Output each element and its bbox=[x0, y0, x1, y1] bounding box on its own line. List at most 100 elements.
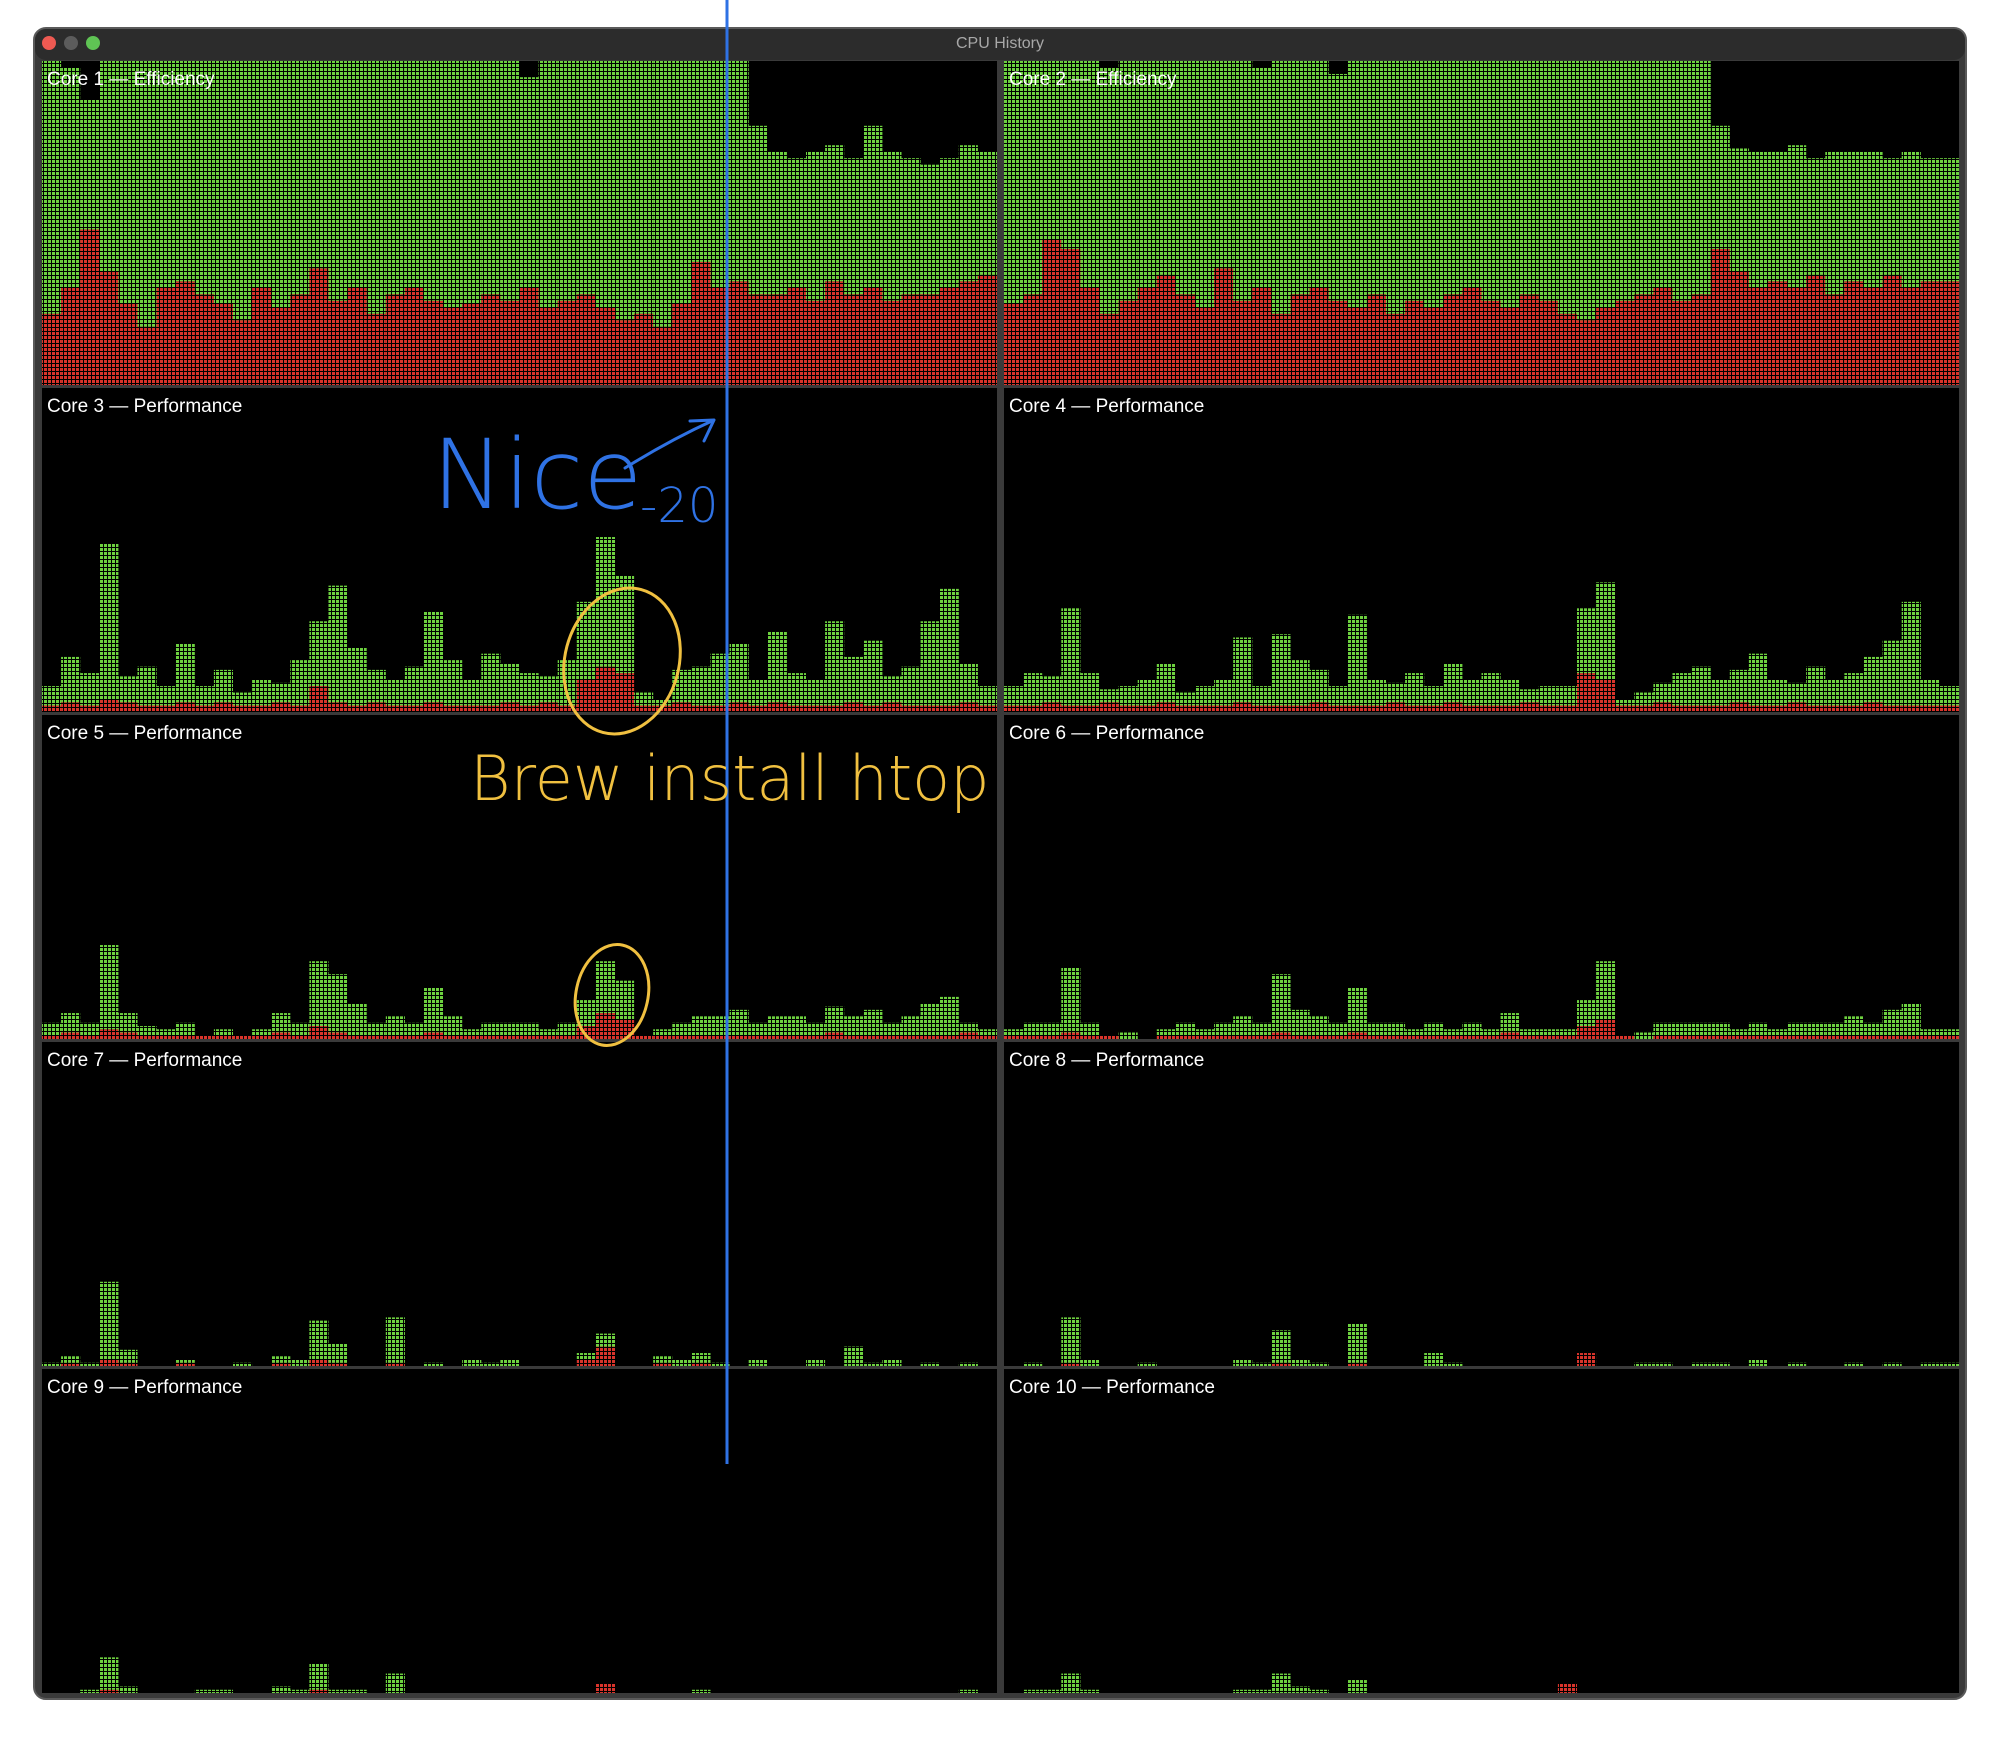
user-bar bbox=[1538, 686, 1558, 706]
user-bar bbox=[213, 1689, 233, 1693]
system-bar bbox=[1920, 705, 1940, 712]
system-bar bbox=[1328, 300, 1348, 385]
user-bar bbox=[653, 699, 673, 706]
system-bar bbox=[863, 287, 883, 385]
system-bar bbox=[309, 686, 329, 712]
user-bar bbox=[404, 1022, 424, 1036]
system-bar bbox=[1729, 1035, 1749, 1039]
system-bar bbox=[901, 1035, 921, 1039]
system-bar bbox=[462, 1035, 482, 1039]
user-bar bbox=[1901, 601, 1921, 706]
user-bar bbox=[1939, 158, 1959, 282]
user-bar bbox=[1309, 61, 1329, 288]
close-button[interactable] bbox=[42, 36, 56, 50]
system-bar bbox=[80, 229, 100, 385]
system-bar bbox=[347, 1035, 367, 1039]
system-bar bbox=[1538, 705, 1558, 712]
system-bar bbox=[1519, 1035, 1539, 1039]
user-bar bbox=[1233, 1359, 1253, 1366]
system-bar bbox=[1290, 1035, 1310, 1039]
system-bar bbox=[1901, 1035, 1921, 1039]
user-bar bbox=[1004, 686, 1024, 706]
user-bar bbox=[1271, 1330, 1291, 1363]
user-bar bbox=[576, 601, 596, 680]
user-bar bbox=[710, 1016, 730, 1036]
user-bar bbox=[1080, 1022, 1100, 1036]
user-bar bbox=[615, 980, 635, 1020]
user-bar bbox=[1443, 663, 1463, 703]
system-bar bbox=[1233, 702, 1253, 712]
system-bar bbox=[920, 1035, 940, 1039]
user-bar bbox=[1653, 1362, 1673, 1366]
user-bar bbox=[1023, 1362, 1043, 1366]
system-bar bbox=[1271, 1032, 1291, 1039]
user-bar bbox=[595, 961, 615, 1014]
user-bar bbox=[538, 1029, 558, 1036]
user-bar bbox=[1328, 73, 1348, 301]
user-bar bbox=[519, 77, 539, 288]
system-bar bbox=[672, 702, 692, 712]
user-bar bbox=[825, 145, 845, 282]
system-bar bbox=[137, 326, 157, 385]
system-bar bbox=[290, 1035, 310, 1039]
user-bar bbox=[252, 1029, 272, 1036]
system-bar bbox=[710, 1035, 730, 1039]
zoom-button[interactable] bbox=[86, 36, 100, 50]
user-bar bbox=[1634, 61, 1654, 295]
system-bar bbox=[691, 705, 711, 712]
user-bar bbox=[1061, 1673, 1081, 1693]
user-bar bbox=[328, 1689, 348, 1693]
system-bar bbox=[1481, 705, 1501, 712]
user-bar bbox=[748, 1359, 768, 1366]
panel-background bbox=[1004, 388, 1959, 712]
system-bar bbox=[1615, 300, 1635, 385]
user-bar bbox=[1328, 686, 1348, 706]
usage-bars bbox=[42, 537, 997, 712]
system-bar bbox=[1710, 248, 1730, 385]
user-bar bbox=[347, 1003, 367, 1036]
system-bar bbox=[615, 1019, 635, 1039]
user-bar bbox=[1042, 676, 1062, 703]
user-bar bbox=[271, 682, 291, 703]
system-bar bbox=[61, 702, 81, 712]
user-bar bbox=[99, 61, 119, 272]
system-bar bbox=[252, 287, 272, 385]
system-bar bbox=[1443, 1035, 1463, 1039]
system-bar bbox=[844, 1035, 864, 1039]
cpu-panel: Core 2 — Efficiency bbox=[1004, 61, 1959, 385]
system-bar bbox=[1768, 1035, 1788, 1039]
user-bar bbox=[1443, 61, 1463, 295]
system-bar bbox=[1023, 1035, 1043, 1039]
user-bar bbox=[519, 673, 539, 706]
system-bar bbox=[1672, 705, 1692, 712]
user-bar bbox=[1061, 967, 1081, 1033]
system-bar bbox=[748, 705, 768, 712]
user-bar bbox=[328, 585, 348, 703]
system-bar bbox=[443, 705, 463, 712]
system-bar bbox=[1710, 1035, 1730, 1039]
user-bar bbox=[1386, 682, 1406, 703]
system-bar bbox=[939, 705, 959, 712]
system-bar bbox=[1366, 1035, 1386, 1039]
system-bar bbox=[1787, 1035, 1807, 1039]
minimize-button[interactable] bbox=[64, 36, 78, 50]
system-bar bbox=[500, 300, 520, 385]
user-bar bbox=[233, 61, 253, 321]
system-bar bbox=[1118, 705, 1138, 712]
system-bar bbox=[99, 1029, 119, 1039]
system-bar bbox=[767, 702, 787, 712]
user-bar bbox=[137, 61, 157, 327]
user-bar bbox=[1137, 679, 1157, 706]
system-bar bbox=[271, 702, 291, 712]
user-bar bbox=[958, 145, 978, 282]
system-bar bbox=[1061, 1362, 1081, 1366]
system-bar bbox=[977, 705, 997, 712]
user-bar bbox=[1596, 582, 1616, 680]
user-bar bbox=[1920, 1362, 1940, 1366]
system-bar bbox=[137, 1035, 157, 1039]
system-bar bbox=[175, 1362, 195, 1366]
user-bar bbox=[328, 61, 348, 301]
user-bar bbox=[1863, 656, 1883, 703]
user-bar bbox=[290, 1022, 310, 1036]
